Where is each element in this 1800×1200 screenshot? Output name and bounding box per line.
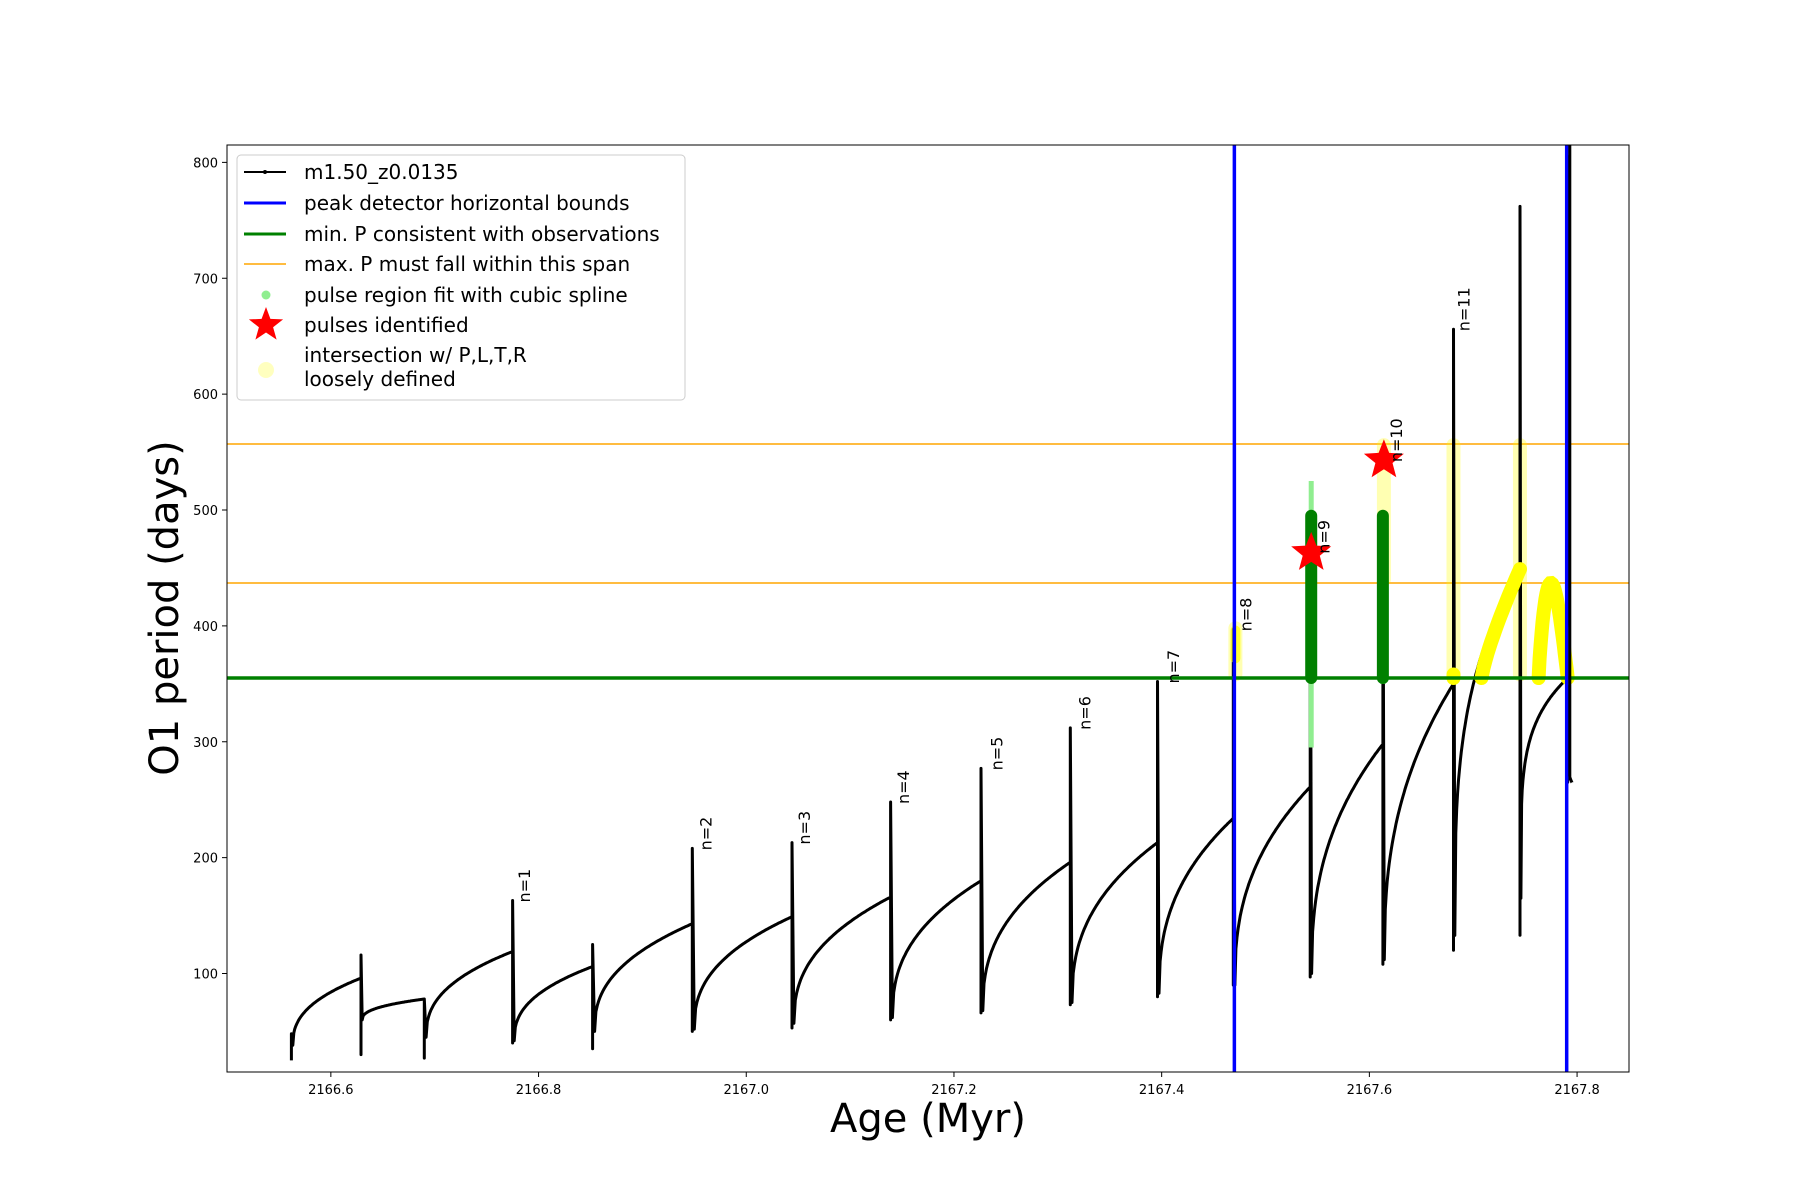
x-axis-title: Age (Myr) [830,1096,1026,1142]
pulse-number-label: n=3 [795,811,814,845]
y-tick-label: 300 [193,736,218,751]
y-tick-label: 700 [193,272,218,287]
y-tick-label: 800 [193,156,218,171]
legend-spline-marker [261,290,271,300]
legend: m1.50_z0.0135 peak detector horizontal b… [236,154,686,401]
pulse-number-label: n=2 [697,817,716,851]
pulse-star [1291,531,1332,570]
legend-intersect-marker [258,362,274,378]
legend-frame [236,154,686,401]
axes-frame [226,144,1630,1073]
legend-intersect-label-1: intersection w/ P,L,T,R [304,343,527,367]
pulse-number-label: n=11 [1455,287,1474,331]
pulse-number-label: n=10 [1387,418,1406,462]
legend-minp-label: min. P consistent with observations [304,222,660,246]
x-tick-label: 2167.4 [1139,1083,1185,1098]
y-tick-label: 100 [193,968,218,983]
intersection-segment [1474,562,1527,685]
model-series-line [289,155,1574,1061]
legend-model-marker [263,170,267,174]
x-tick-label: 2166.8 [516,1083,562,1098]
pulse-number-label: n=1 [515,869,534,903]
pulse-number-label: n=9 [1314,520,1333,554]
y-axis-title: O1 period (days) [142,440,188,775]
x-tick-label: 2167.8 [1554,1083,1600,1098]
pulse-number-label: n=5 [987,737,1006,771]
y-tick-label: 400 [193,620,218,635]
pulse-number-label: n=7 [1164,650,1183,684]
pulse-number-label: n=6 [1076,696,1095,730]
legend-model-label: m1.50_z0.0135 [304,160,459,184]
pulse-number-label: n=8 [1237,598,1256,632]
intersection-segment [1531,575,1575,685]
legend-maxp-label: max. P must fall within this span [304,252,630,276]
pulse-star [1363,439,1404,478]
pulse-number-label: n=4 [894,770,913,804]
y-tick-label: 600 [193,388,218,403]
legend-bounds-label: peak detector horizontal bounds [304,191,630,215]
legend-pulses-marker [248,307,284,340]
x-tick-label: 2167.6 [1347,1083,1393,1098]
y-tick-label: 500 [193,504,218,519]
x-tick-label: 2167.2 [931,1083,977,1098]
plot-area: n=1 n=2 n=3 n=4 n=5 n=6 n=7 n=8 n=9 n=10 n=11 [227,145,1629,1072]
legend-spline-label: pulse region fit with cubic spline [304,283,628,307]
legend-intersect-label-2: loosely defined [304,367,456,391]
x-tick-label: 2167.0 [724,1083,770,1098]
axis-ticks: 2166.6 2166.8 2167.0 2167.2 2167.4 2167.6 2167… [193,156,1600,1098]
legend-pulses-label: pulses identified [304,313,469,337]
x-tick-label: 2166.6 [308,1083,354,1098]
y-tick-label: 200 [193,852,218,867]
